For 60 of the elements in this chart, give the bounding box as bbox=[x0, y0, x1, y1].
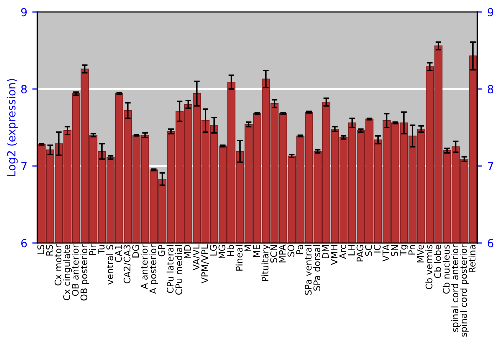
x-tick-label: SC bbox=[365, 245, 372, 256]
x-tick-label: Tg bbox=[400, 245, 409, 256]
x-tick-label: Pa bbox=[296, 245, 304, 254]
x-tick-label: PAG bbox=[356, 245, 364, 262]
y2-tick-label: 7 bbox=[488, 162, 494, 170]
y2-tick-label: 9 bbox=[488, 8, 494, 17]
x-tick-label: Cb lobe bbox=[434, 245, 442, 278]
x-tick-label: DM bbox=[322, 246, 330, 258]
x-tick-label: OB anterior bbox=[72, 244, 79, 296]
x-tick-label: A posterior bbox=[150, 244, 158, 294]
y-tick-label: 6 bbox=[21, 239, 28, 248]
x-tick-label: SPa dorsal bbox=[314, 245, 321, 291]
y-tick-label: 8 bbox=[21, 85, 28, 94]
x-tick-label: LG bbox=[210, 245, 217, 256]
x-tick-label: DG bbox=[132, 245, 140, 258]
x-tick-label: M bbox=[244, 246, 252, 252]
x-tick-label: LH bbox=[348, 246, 355, 256]
x-tick-label: Hb bbox=[227, 245, 234, 256]
x-tick-label: Arc bbox=[340, 245, 346, 260]
x-tick-label: OB posterior bbox=[80, 244, 90, 301]
x-tick-label: CA2/CA3 bbox=[124, 245, 132, 284]
x-tick-label: CPu lateral bbox=[166, 245, 174, 294]
x-tick-label: VA/VL bbox=[193, 244, 200, 271]
y-tick-label: 9 bbox=[21, 8, 27, 17]
x-tick-label: ME bbox=[253, 245, 260, 258]
x-tick-label: SCN bbox=[270, 246, 278, 263]
x-tick-label: Pir bbox=[89, 244, 96, 256]
x-tick-label: VMH bbox=[331, 246, 338, 266]
x-tick-label: SPa ventral bbox=[304, 245, 312, 296]
x-tick-label: Tu bbox=[98, 245, 105, 255]
x-tick-label: Retina bbox=[468, 245, 476, 272]
x-tick-label: CPu medial bbox=[175, 245, 182, 295]
x-tick-label: Cb nucleus bbox=[442, 245, 450, 294]
x-tick-label: MD bbox=[184, 245, 191, 258]
x-tick-label: LS bbox=[38, 245, 44, 255]
x-tick-label: RS bbox=[46, 245, 54, 256]
x-tick-label: Pineal bbox=[236, 245, 243, 271]
y2-tick-label: 8 bbox=[488, 85, 494, 94]
x-tick-label: Cb vermis bbox=[426, 245, 433, 290]
x-tick-label: MVe bbox=[417, 245, 424, 263]
x-tick-label: VPM/VPL bbox=[202, 244, 210, 284]
x-tick-label: ventral S bbox=[106, 245, 114, 285]
x-tick-label: Cx motor bbox=[54, 244, 62, 286]
x-tick-label: spinal cord posterior bbox=[460, 244, 469, 337]
x-tick-label: Pn bbox=[408, 245, 416, 255]
x-tick-label: spinal cord anterior bbox=[452, 244, 460, 332]
y-tick-label: 7 bbox=[22, 162, 27, 170]
x-tick-label: MG bbox=[218, 245, 226, 259]
x-tick-label: A anterior bbox=[140, 244, 148, 290]
x-tick-label: SO bbox=[288, 245, 295, 257]
y-axis-title: Log2 (expression) bbox=[7, 79, 18, 176]
x-tick-label: MPA bbox=[279, 244, 286, 263]
x-tick-label: SN bbox=[391, 246, 398, 257]
x-tick-label: Pituitary bbox=[262, 244, 270, 282]
x-tick-label: VTA bbox=[382, 244, 390, 262]
x-tick-label: IC bbox=[374, 245, 381, 253]
x-tick-label: Cx cingulate bbox=[63, 245, 72, 300]
y2-tick-label: 6 bbox=[488, 239, 494, 248]
x-tick-label: GP bbox=[158, 244, 166, 257]
x-tick-label: CA1 bbox=[115, 245, 122, 262]
